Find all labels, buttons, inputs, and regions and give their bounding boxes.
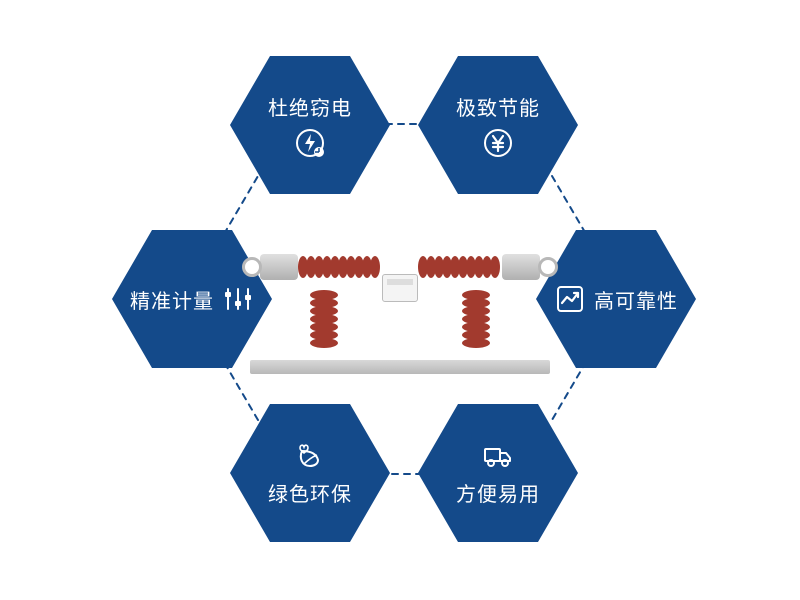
hexagon-bottom-right: 方便易用 — [418, 404, 578, 542]
hexagon-top-right: 极致节能 — [418, 56, 578, 194]
connector-mid-left-top-left — [224, 176, 258, 234]
hexagon-top-left: 杜绝窃电 — [230, 56, 390, 194]
hexagon-label: 绿色环保 — [268, 478, 352, 507]
hexagon-mid-right: 高可靠性 — [536, 230, 696, 368]
leaf-icon — [294, 440, 326, 472]
product-illustration — [240, 230, 560, 380]
hexagon-label: 方便易用 — [456, 478, 540, 507]
hexagon-label: 高可靠性 — [594, 285, 678, 314]
hexagon-bottom-left: 绿色环保 — [230, 404, 390, 542]
hexagon-label: 极致节能 — [456, 92, 540, 121]
truck-icon — [482, 440, 514, 472]
connector-top-right-mid-right — [552, 176, 586, 234]
hexagon-label: 杜绝窃电 — [268, 92, 352, 121]
diagram-canvas: 杜绝窃电 极致节能精准计量 高可靠性绿色环保 方便易用 — [0, 0, 800, 600]
bolt-icon — [294, 127, 326, 159]
yen-icon — [482, 127, 514, 159]
hexagon-label: 精准计量 — [130, 285, 214, 314]
